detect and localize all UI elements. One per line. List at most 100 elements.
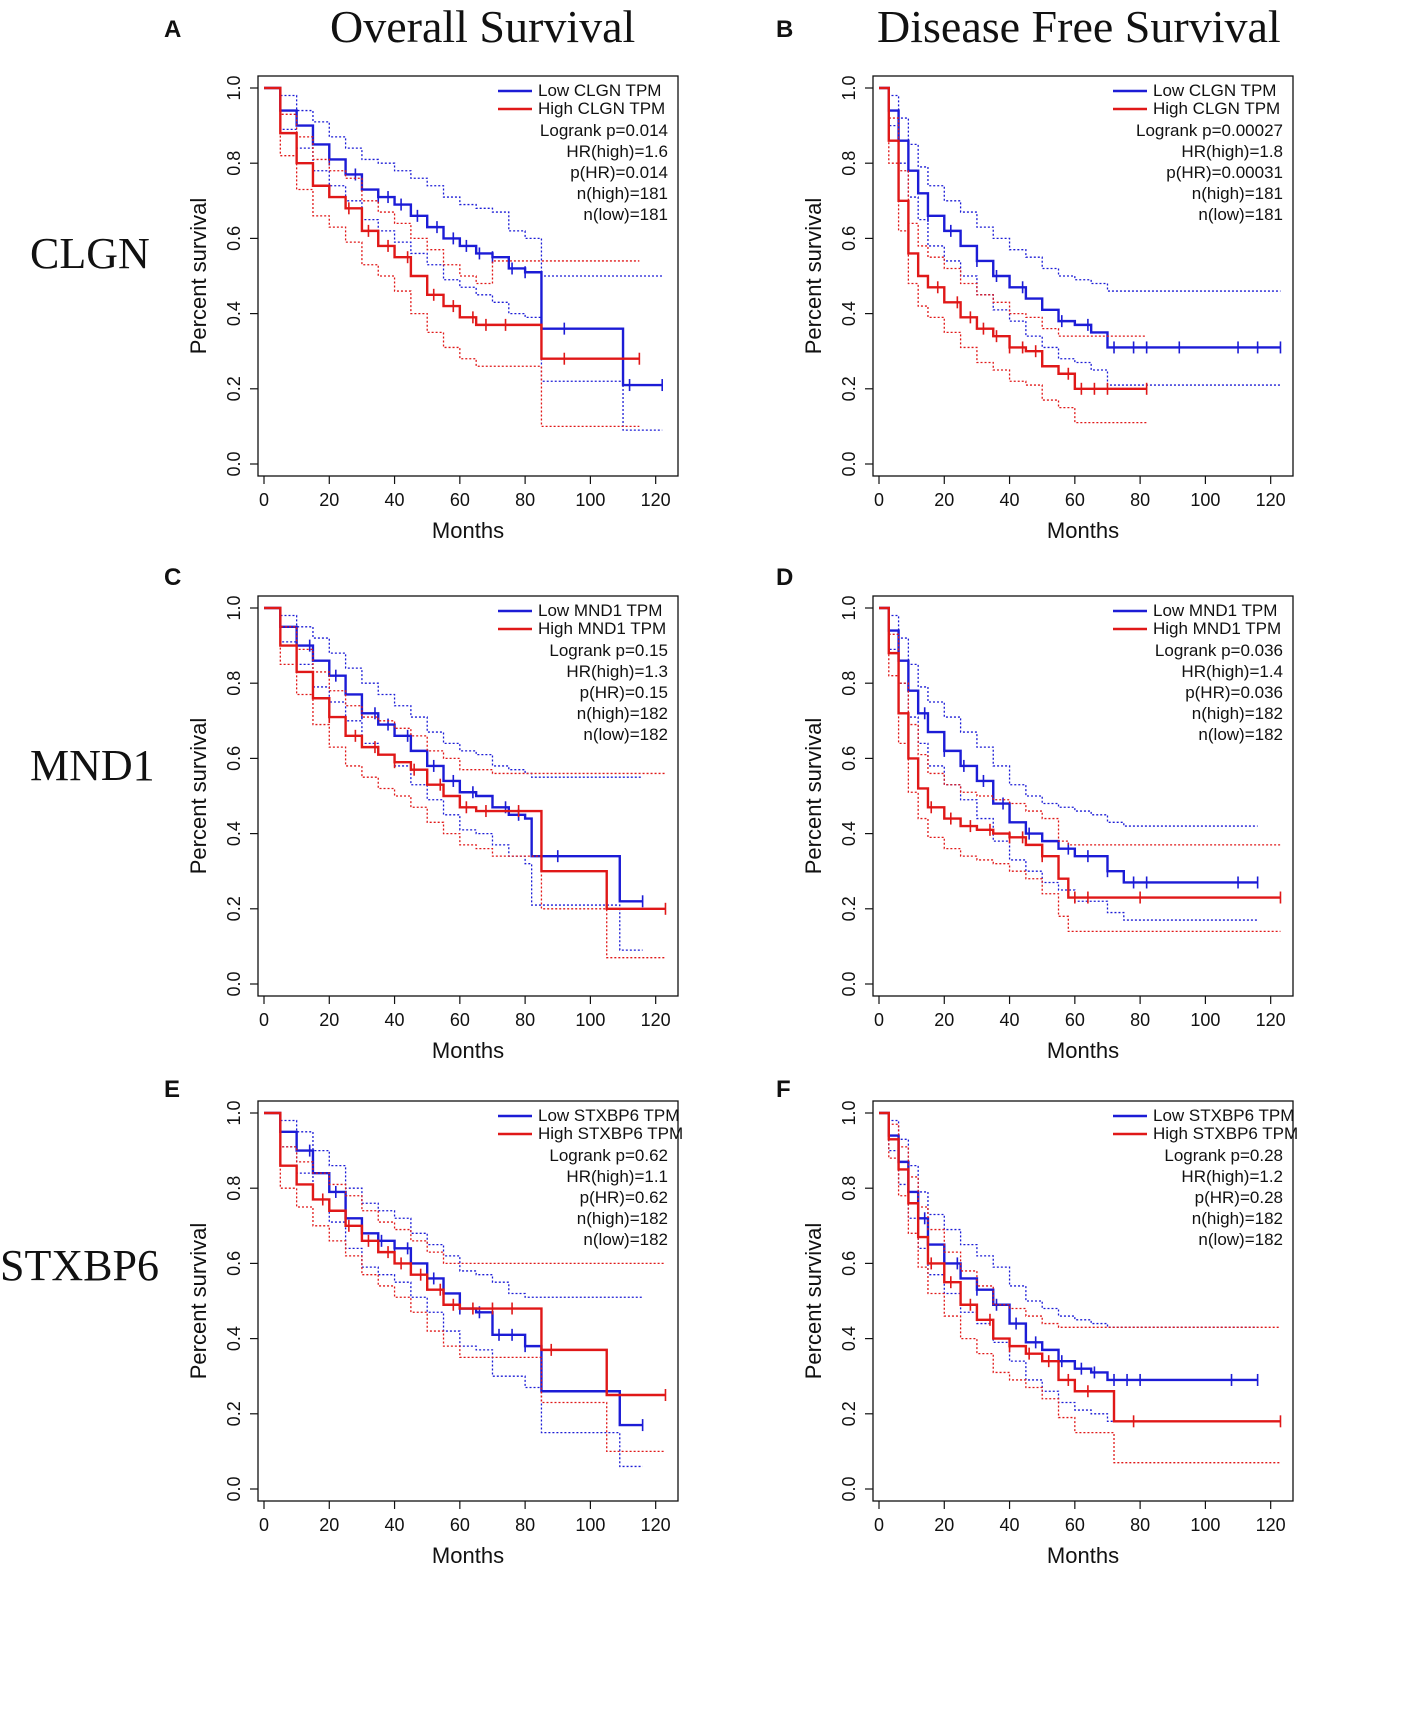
row-label-clgn: CLGN <box>30 229 150 278</box>
stat-line: n(low)=182 <box>583 1230 668 1249</box>
survival-chart-f: 0 20 40 60 80 100 120 0.0 0.2 0.4 0.6 0.8 1.0 Months P… <box>785 1085 1305 1585</box>
stat-line: n(low)=182 <box>583 725 668 744</box>
x-tick-label: 0 <box>259 1515 269 1535</box>
plot-frame <box>257 75 679 477</box>
y-tick-label: 1.0 <box>839 1100 859 1125</box>
x-tick-label: 120 <box>641 1010 671 1030</box>
x-tick-label: 80 <box>1130 1010 1150 1030</box>
chart-svg: 0 20 40 60 80 100 120 0.0 0.2 0.4 0.6 0.8 1.0 Months P… <box>801 595 1294 1063</box>
x-tick-label: 20 <box>319 1515 339 1535</box>
legend-label: Low MND1 TPM <box>1153 601 1277 620</box>
upper-confidence-line <box>879 1112 1258 1328</box>
x-axis-title: Months <box>432 518 504 543</box>
x-tick-label: 80 <box>515 1010 535 1030</box>
x-tick-label: 120 <box>641 490 671 510</box>
series-low <box>879 606 1259 921</box>
survival-curve <box>879 86 1281 349</box>
x-tick-label: 20 <box>934 1010 954 1030</box>
y-tick-label: 0.8 <box>839 1176 859 1201</box>
series-high <box>879 1111 1282 1464</box>
x-tick-label: 100 <box>575 1010 605 1030</box>
lower-confidence-line <box>264 1112 666 1453</box>
survival-chart-a: 0 20 40 60 80 100 120 0.0 0.2 0.4 0.6 0.8 1.0 Months P… <box>170 60 690 560</box>
x-tick-label: 80 <box>515 490 535 510</box>
x-tick-label: 60 <box>1065 1515 1085 1535</box>
survival-chart-c: 0 20 40 60 80 100 120 0.0 0.2 0.4 0.6 0.8 1.0 Months P… <box>170 580 690 1080</box>
plot-frame <box>872 1100 1294 1502</box>
y-tick-label: 0.2 <box>839 1401 859 1426</box>
stat-line: HR(high)=1.3 <box>566 662 668 681</box>
x-tick-label: 100 <box>1190 1010 1220 1030</box>
x-tick-label: 100 <box>575 1515 605 1535</box>
y-tick-label: 0.0 <box>224 971 244 996</box>
lower-confidence-line <box>264 607 643 951</box>
y-axis-title: Percent survival <box>186 718 211 875</box>
upper-confidence-line <box>264 1112 666 1265</box>
x-tick-label: 60 <box>1065 1010 1085 1030</box>
survival-chart-d: 0 20 40 60 80 100 120 0.0 0.2 0.4 0.6 0.8 1.0 Months P… <box>785 580 1305 1080</box>
x-tick-label: 80 <box>1130 1515 1150 1535</box>
x-tick-label: 40 <box>385 1515 405 1535</box>
stat-line: Logrank p=0.62 <box>549 1146 668 1165</box>
y-tick-label: 0.4 <box>839 821 859 846</box>
legend-label: Low CLGN TPM <box>538 81 661 100</box>
x-tick-label: 100 <box>1190 490 1220 510</box>
x-tick-label: 120 <box>1256 1515 1286 1535</box>
y-tick-label: 0.8 <box>224 1176 244 1201</box>
stat-line: HR(high)=1.4 <box>1181 662 1283 681</box>
plot-frame <box>872 595 1294 997</box>
y-tick-label: 0.0 <box>839 1476 859 1501</box>
upper-confidence-line <box>264 87 663 277</box>
x-tick-label: 40 <box>385 490 405 510</box>
series-high <box>264 606 667 959</box>
survival-curve <box>264 86 663 387</box>
x-tick-label: 120 <box>1256 1010 1286 1030</box>
upper-confidence-line <box>879 87 1281 292</box>
series-high <box>879 86 1148 424</box>
y-tick-label: 1.0 <box>224 595 244 620</box>
stat-line: Logrank p=0.014 <box>540 121 668 140</box>
lower-confidence-line <box>264 87 640 428</box>
y-tick-label: 0.4 <box>839 1326 859 1351</box>
y-tick-label: 1.0 <box>224 1100 244 1125</box>
stat-line: Logrank p=0.15 <box>549 641 668 660</box>
stat-line: Logrank p=0.036 <box>1155 641 1283 660</box>
x-tick-label: 0 <box>259 490 269 510</box>
survival-curve <box>264 606 643 903</box>
y-tick-label: 0.6 <box>839 226 859 251</box>
x-axis-title: Months <box>1047 1038 1119 1063</box>
panel-letter-c: C <box>164 564 182 591</box>
stat-line: HR(high)=1.6 <box>566 142 668 161</box>
x-tick-label: 80 <box>515 1515 535 1535</box>
y-tick-label: 0.2 <box>224 376 244 401</box>
legend-label: High CLGN TPM <box>538 99 665 118</box>
stat-line: HR(high)=1.1 <box>566 1167 668 1186</box>
upper-confidence-line <box>879 87 1147 337</box>
y-tick-label: 0.2 <box>224 1401 244 1426</box>
x-axis-title: Months <box>1047 518 1119 543</box>
survival-curve <box>879 1111 1281 1423</box>
stat-line: Logrank p=0.00027 <box>1136 121 1283 140</box>
y-tick-label: 0.6 <box>224 746 244 771</box>
plot-frame <box>257 1100 679 1502</box>
upper-confidence-line <box>264 607 643 778</box>
panel-letter-e: E <box>164 1076 181 1103</box>
x-tick-label: 80 <box>1130 490 1150 510</box>
y-axis-title: Percent survival <box>186 1223 211 1380</box>
y-tick-label: 0.8 <box>224 671 244 696</box>
legend-label: Low STXBP6 TPM <box>538 1106 679 1125</box>
y-axis-title: Percent survival <box>801 198 826 355</box>
series-low <box>264 606 644 951</box>
stat-line: n(low)=182 <box>1198 1230 1283 1249</box>
y-axis-title: Percent survival <box>801 1223 826 1380</box>
plot-frame <box>257 595 679 997</box>
survival-curve <box>264 86 640 360</box>
y-tick-label: 0.6 <box>839 1251 859 1276</box>
x-tick-label: 60 <box>450 1010 470 1030</box>
stat-line: n(high)=182 <box>577 704 668 723</box>
panel-letter-a: A <box>164 16 182 43</box>
x-tick-label: 60 <box>450 1515 470 1535</box>
chart-svg: 0 20 40 60 80 100 120 0.0 0.2 0.4 0.6 0.8 1.0 Months P… <box>186 75 679 543</box>
y-tick-label: 1.0 <box>224 75 244 100</box>
y-tick-label: 0.8 <box>839 151 859 176</box>
